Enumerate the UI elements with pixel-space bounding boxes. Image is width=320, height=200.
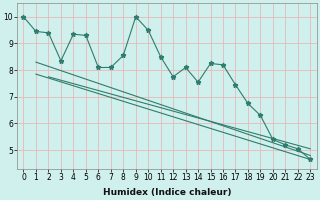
X-axis label: Humidex (Indice chaleur): Humidex (Indice chaleur)	[103, 188, 231, 197]
